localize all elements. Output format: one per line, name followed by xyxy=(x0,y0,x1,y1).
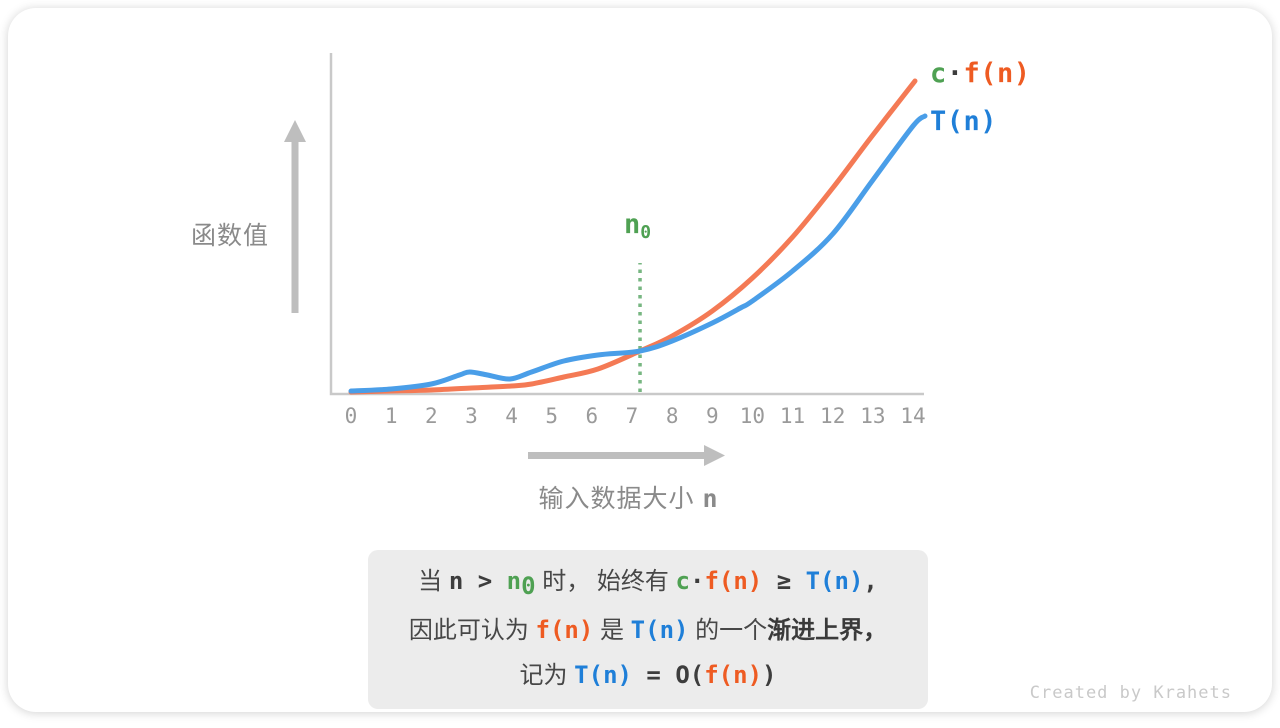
x-tick-label: 6 xyxy=(585,404,599,428)
curve-cfn xyxy=(348,78,918,395)
x-axis-arrow-icon xyxy=(528,445,725,466)
legend-dot-token: · xyxy=(946,58,964,89)
x-tick-label: 0 xyxy=(344,404,358,428)
x-tick-label: 10 xyxy=(739,404,766,428)
legend-cfn: c·f(n) xyxy=(930,58,1031,89)
y-axis-arrow-icon xyxy=(284,120,306,313)
curves-group xyxy=(348,78,928,395)
figure-card: 函数值 输入数据大小 n c·f(n) T(n) n0 0 1 2 3 4 5 6 7 8 9 10 1… xyxy=(8,8,1272,712)
n0-base: n xyxy=(624,209,641,240)
caption-line-2: 因此可认为 f(n) 是 T(n) 的一个渐进上界， xyxy=(408,616,888,644)
chart-canvas xyxy=(284,53,928,466)
credit-text: Created by Krahets xyxy=(1029,683,1232,703)
x-tick-label: 8 xyxy=(665,404,679,428)
legend-fn-token: f(n) xyxy=(963,58,1031,89)
x-tick-label: 14 xyxy=(900,404,926,428)
x-tick-label: 3 xyxy=(465,404,478,428)
x-tick-label: 4 xyxy=(505,404,518,428)
curve-tn xyxy=(348,113,928,394)
x-tick-label: 13 xyxy=(860,404,886,428)
x-tick-label: 2 xyxy=(424,404,438,428)
caption-box: 当 n > n0 时， 始终有 c·f(n) ≥ T(n), 因此可认为 f(n… xyxy=(368,550,928,709)
n0-label: n0 xyxy=(624,209,651,243)
x-tick-label: 12 xyxy=(820,404,846,428)
x-tick-label: 11 xyxy=(779,404,806,428)
legend-tn: T(n) xyxy=(930,106,998,137)
x-tick-label: 7 xyxy=(625,404,639,428)
caption-line-1: 当 n > n0 时， 始终有 c·f(n) ≥ T(n), xyxy=(418,567,878,600)
x-axis-label-variable: n xyxy=(702,484,718,513)
y-axis-label: 函数值 xyxy=(191,222,270,250)
x-tick-label: 9 xyxy=(705,404,719,428)
x-axis-label-text: 输入数据大小 xyxy=(538,485,695,513)
x-tick-label: 5 xyxy=(545,404,559,428)
x-axis-label: 输入数据大小 n xyxy=(488,479,768,515)
x-tick-label: 1 xyxy=(384,404,398,428)
n0-subscript: 0 xyxy=(640,222,652,243)
caption-line-3: 记为 T(n) = O(f(n)) xyxy=(519,661,777,689)
x-tick-labels: 0 1 2 3 4 5 6 7 8 9 10 11 12 13 14 xyxy=(8,404,1280,428)
axis-lines xyxy=(329,53,924,396)
legend-c-token: c xyxy=(930,58,947,89)
